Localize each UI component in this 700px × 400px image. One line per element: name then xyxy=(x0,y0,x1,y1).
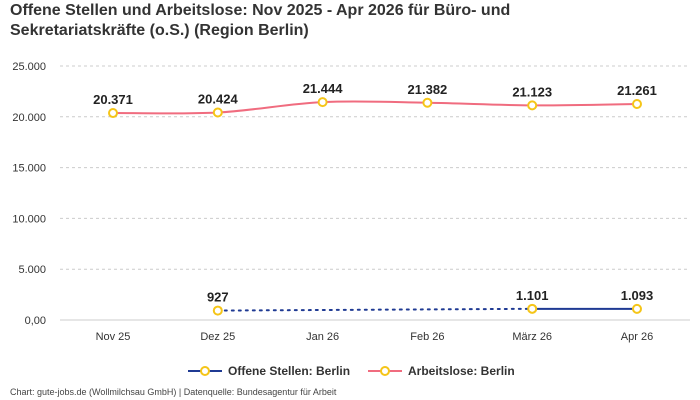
data-point xyxy=(108,108,118,119)
legend[interactable]: Offene Stellen: Berlin Arbeitslose: Berli… xyxy=(188,364,515,378)
data-label: 1.093 xyxy=(621,288,654,303)
data-label: 21.444 xyxy=(303,81,344,96)
data-label: 20.371 xyxy=(93,92,133,107)
y-tick-label: 10.000 xyxy=(12,213,46,225)
x-axis: Nov 25 Dez 25 Jan 26 Feb 26 März 26 Apr 26 xyxy=(96,331,654,343)
data-label: 20.424 xyxy=(198,91,239,106)
data-labels: 927 1.101 1.093 20.371 20.424 21.444 21.382 21.… xyxy=(93,81,657,304)
data-label: 21.261 xyxy=(617,83,657,98)
gridlines xyxy=(60,65,690,321)
data-point xyxy=(212,107,223,118)
series-lines xyxy=(112,100,638,312)
data-point xyxy=(632,98,642,109)
x-tick-label: Nov 25 xyxy=(96,331,131,343)
data-point xyxy=(212,305,223,316)
data-label: 927 xyxy=(207,290,229,305)
y-tick-label: 25.000 xyxy=(12,61,46,73)
data-label: 21.123 xyxy=(512,84,552,99)
chart-title-line-2: Sekretariatskräfte (o.S.) (Region Berlin… xyxy=(10,22,309,39)
data-label: 1.101 xyxy=(516,288,549,303)
data-point xyxy=(527,100,538,111)
chart-title: Offene Stellen und Arbeitslose: Nov 2025… xyxy=(10,1,630,41)
legend-marker[interactable] xyxy=(200,366,210,376)
legend-label[interactable]: Arbeitslose: Berlin xyxy=(408,364,515,378)
series-gap-line xyxy=(216,307,534,312)
data-point xyxy=(527,303,538,314)
x-tick-label: Feb 26 xyxy=(410,331,444,343)
x-tick-label: Apr 26 xyxy=(621,331,653,343)
data-point xyxy=(632,303,642,314)
y-tick-label: 20.000 xyxy=(12,112,46,124)
x-tick-label: März 26 xyxy=(512,331,552,343)
legend-marker[interactable] xyxy=(380,366,390,376)
y-tick-label: 5.000 xyxy=(18,264,46,276)
source-footer: Chart: gute-jobs.de (Wollmilchsau GmbH) … xyxy=(10,387,337,397)
x-tick-label: Dez 25 xyxy=(200,331,235,343)
x-tick-label: Jan 26 xyxy=(306,331,339,343)
y-tick-label: 15.000 xyxy=(12,163,46,175)
series-line xyxy=(112,100,638,115)
chart-title-line-1: Offene Stellen und Arbeitslose: Nov 2025… xyxy=(10,2,511,19)
y-axis: 0,00 5.000 10.000 15.000 20.000 25.000 xyxy=(12,61,46,327)
data-label: 21.382 xyxy=(408,82,448,97)
series-points xyxy=(108,97,642,316)
data-point xyxy=(317,97,328,108)
data-point xyxy=(422,97,433,108)
y-tick-label: 0,00 xyxy=(25,315,46,327)
legend-label[interactable]: Offene Stellen: Berlin xyxy=(228,364,350,378)
